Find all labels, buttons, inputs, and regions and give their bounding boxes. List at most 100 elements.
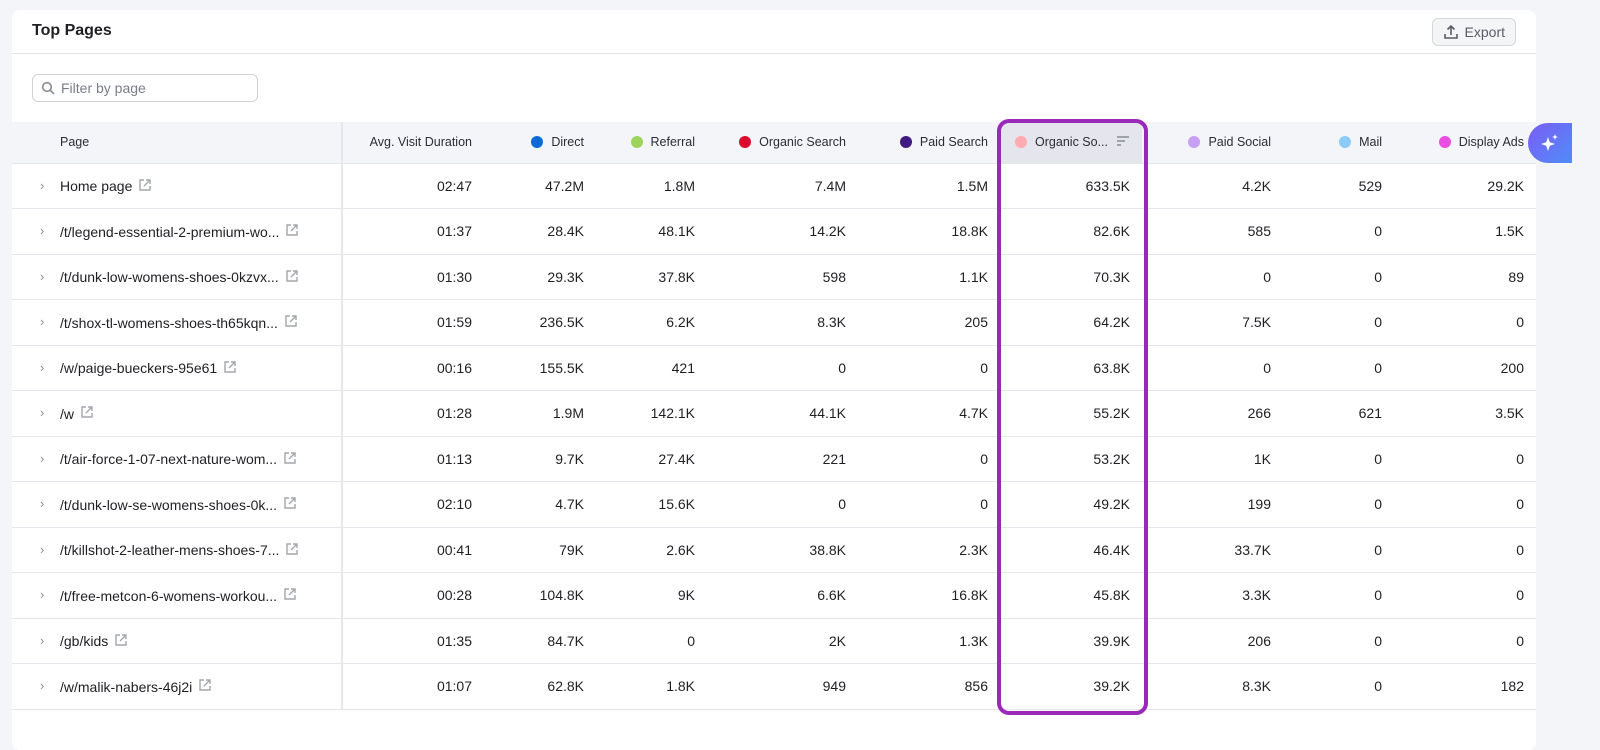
expand-chevron-icon[interactable]: ›: [40, 450, 45, 466]
external-link-icon[interactable]: [114, 633, 128, 650]
column-header-paid-social[interactable]: Paid Social: [1142, 122, 1283, 164]
external-link-icon[interactable]: [283, 451, 297, 468]
table-row[interactable]: › /t/dunk-low-womens-shoes-0kzvx... 01:30 2…: [12, 254, 1536, 300]
column-label: Organic So...: [1035, 134, 1108, 149]
external-link-icon[interactable]: [80, 405, 94, 422]
expand-chevron-icon[interactable]: ›: [40, 678, 45, 694]
cell-paid-search: 18.8K: [858, 208, 1000, 255]
table-row[interactable]: ›/t/free-metcon-6-womens-workou... 00:28 1…: [12, 572, 1536, 619]
cell-organic-so: 70.3K: [1000, 254, 1142, 300]
export-button[interactable]: Export: [1431, 18, 1516, 46]
table-header-row: Page Avg. Visit Duration Direct Referral Org…: [12, 122, 1536, 164]
page-cell[interactable]: › /t/dunk-low-se-womens-shoes-0k...: [12, 481, 343, 528]
page-link[interactable]: /t/air-force-1-07-next-nature-wom...: [60, 451, 278, 468]
column-header-organic-so[interactable]: Organic So...: [1000, 122, 1142, 164]
column-header-mail[interactable]: Mail: [1283, 122, 1394, 164]
column-header-page[interactable]: Page: [12, 122, 343, 164]
external-link-icon[interactable]: [283, 496, 297, 513]
external-link-icon[interactable]: [138, 178, 152, 195]
table-row[interactable]: › /w 01:28 1.9M 142.1K 44.1K 4.7K 55.2K 266 621 3.…: [12, 390, 1536, 437]
cell-display-ads: 29.2K: [1394, 163, 1536, 209]
table-row[interactable]: ›/gb/kids 01:35 84.7K 0 2K 1.3K 39.9K 206 0 0: [12, 618, 1536, 664]
cell-paid-social: 4.2K: [1142, 163, 1283, 209]
page-cell[interactable]: › /w/paige-bueckers-95e61: [12, 345, 343, 391]
cell-display-ads: 1.5K: [1394, 208, 1536, 255]
page-link[interactable]: /t/free-metcon-6-womens-workou...: [60, 587, 278, 604]
external-link-icon[interactable]: [285, 269, 299, 286]
table-row[interactable]: › /t/legend-essential-2-premium-wo... 01:3…: [12, 208, 1536, 255]
column-header-organic-search[interactable]: Organic Search: [707, 122, 858, 164]
page-cell[interactable]: › /gb/kids: [12, 618, 343, 664]
cell-mail: 0: [1283, 254, 1394, 300]
cell-organic-so: 55.2K: [1000, 390, 1142, 437]
page-cell[interactable]: › /t/free-metcon-6-womens-workou...: [12, 572, 343, 619]
ai-assistant-button[interactable]: [1528, 123, 1572, 163]
page-link[interactable]: /t/dunk-low-se-womens-shoes-0k...: [60, 496, 278, 513]
column-header-display-ads[interactable]: Display Ads: [1394, 122, 1536, 164]
cell-organic-so: 53.2K: [1000, 436, 1142, 482]
expand-chevron-icon[interactable]: ›: [40, 177, 45, 193]
table-row[interactable]: ›/t/killshot-2-leather-mens-shoes-7... 00…: [12, 527, 1536, 573]
external-link-icon[interactable]: [223, 360, 237, 377]
cell-paid-social: 1K: [1142, 436, 1283, 482]
page-cell[interactable]: › /t/dunk-low-womens-shoes-0kzvx...: [12, 254, 343, 300]
page-cell[interactable]: › /t/killshot-2-leather-mens-shoes-7...: [12, 527, 343, 573]
table-row[interactable]: ›/w/paige-bueckers-95e61 00:16 155.5K 421 0 0…: [12, 345, 1536, 391]
expand-chevron-icon[interactable]: ›: [40, 541, 45, 557]
sort-icon[interactable]: [1116, 135, 1130, 150]
column-header-paid-search[interactable]: Paid Search: [858, 122, 1000, 164]
cell-organic-search: 8.3K: [707, 299, 858, 346]
table-row[interactable]: › /t/shox-tl-womens-shoes-th65kqn... 01:59…: [12, 299, 1536, 346]
page-link[interactable]: /t/shox-tl-womens-shoes-th65kqn...: [60, 314, 278, 331]
cell-organic-so: 64.2K: [1000, 299, 1142, 346]
card-header: Top Pages Export: [12, 10, 1536, 54]
external-link-icon[interactable]: [284, 314, 298, 331]
expand-chevron-icon[interactable]: ›: [40, 405, 45, 421]
export-label: Export: [1464, 24, 1505, 40]
page-link[interactable]: Home page: [60, 178, 133, 195]
page-link[interactable]: /w/malik-nabers-46j2i: [60, 678, 193, 695]
cell-display-ads: 200: [1394, 345, 1536, 391]
column-header-direct[interactable]: Direct: [484, 122, 596, 164]
column-label: Organic Search: [759, 135, 846, 150]
cell-referral: 9K: [596, 572, 707, 619]
external-link-icon[interactable]: [285, 542, 299, 559]
page-link[interactable]: /t/killshot-2-leather-mens-shoes-7...: [60, 542, 280, 559]
page-cell[interactable]: › /t/legend-essential-2-premium-wo...: [12, 208, 343, 255]
expand-chevron-icon[interactable]: ›: [40, 359, 45, 375]
cell-direct: 104.8K: [484, 572, 596, 619]
expand-chevron-icon[interactable]: ›: [40, 632, 45, 648]
external-link-icon[interactable]: [198, 678, 212, 695]
cell-organic-search: 38.8K: [707, 527, 858, 573]
page-link[interactable]: /t/dunk-low-womens-shoes-0kzvx...: [60, 269, 279, 286]
external-link-icon[interactable]: [285, 223, 299, 240]
cell-referral: 27.4K: [596, 436, 707, 482]
cell-paid-social: 266: [1142, 390, 1283, 437]
cell-organic-search: 7.4M: [707, 163, 858, 209]
table-row[interactable]: › /t/air-force-1-07-next-nature-wom... 01:…: [12, 436, 1536, 482]
expand-chevron-icon[interactable]: ›: [40, 223, 45, 239]
page-cell[interactable]: › /w/malik-nabers-46j2i: [12, 663, 343, 710]
page-link[interactable]: /w/paige-bueckers-95e61: [60, 360, 218, 377]
expand-chevron-icon[interactable]: ›: [40, 314, 45, 330]
page-cell[interactable]: › /t/air-force-1-07-next-nature-wom...: [12, 436, 343, 482]
filter-field[interactable]: [32, 74, 258, 102]
page-cell[interactable]: › /t/shox-tl-womens-shoes-th65kqn...: [12, 299, 343, 346]
cell-referral: 6.2K: [596, 299, 707, 346]
page-cell[interactable]: › /w: [12, 390, 343, 437]
page-link[interactable]: /w: [60, 405, 74, 422]
column-header-avg-visit-duration[interactable]: Avg. Visit Duration: [342, 122, 484, 164]
expand-chevron-icon[interactable]: ›: [40, 268, 45, 284]
page-cell[interactable]: › Home page: [12, 163, 343, 209]
column-header-referral[interactable]: Referral: [596, 122, 707, 164]
filter-input[interactable]: [61, 80, 241, 96]
external-link-icon[interactable]: [283, 587, 297, 604]
page-link[interactable]: /t/legend-essential-2-premium-wo...: [60, 223, 280, 240]
cell-direct: 1.9M: [484, 390, 596, 437]
table-row[interactable]: › Home page 02:47 47.2M 1.8M 7.4M 1.5M 633.5K 4.…: [12, 163, 1536, 209]
expand-chevron-icon[interactable]: ›: [40, 587, 45, 603]
table-row[interactable]: ›/w/malik-nabers-46j2i 01:07 62.8K 1.8K 949 8…: [12, 663, 1536, 710]
table-row[interactable]: ›/t/dunk-low-se-womens-shoes-0k... 02:10 4…: [12, 481, 1536, 528]
expand-chevron-icon[interactable]: ›: [40, 496, 45, 512]
page-link[interactable]: /gb/kids: [60, 633, 109, 650]
